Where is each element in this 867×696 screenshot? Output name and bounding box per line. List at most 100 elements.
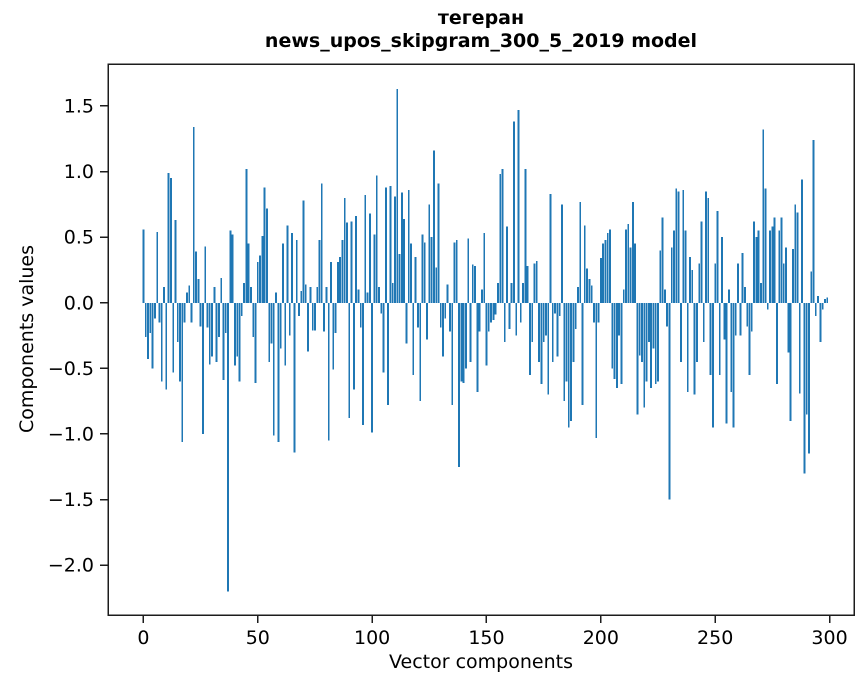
bar	[693, 302, 696, 395]
bar	[352, 302, 355, 390]
bar	[151, 302, 154, 369]
bar	[657, 302, 659, 382]
bar	[309, 287, 312, 303]
bar	[423, 242, 426, 303]
bar	[428, 204, 431, 303]
bar	[256, 262, 259, 303]
bar	[666, 302, 669, 327]
bar	[250, 287, 252, 303]
bar	[218, 302, 220, 337]
bar	[204, 246, 207, 303]
bar	[455, 239, 458, 303]
bar	[238, 302, 241, 382]
bar	[567, 302, 570, 428]
bar	[414, 256, 417, 303]
bar	[316, 287, 319, 303]
bar	[334, 302, 337, 333]
bar	[197, 279, 200, 303]
bar	[325, 287, 328, 303]
bar	[474, 266, 476, 303]
bar	[615, 302, 618, 389]
x-tick-label: 250	[697, 627, 733, 649]
bar	[330, 262, 332, 303]
bar	[201, 302, 204, 434]
bar	[636, 302, 639, 415]
bar	[629, 247, 632, 303]
bar	[620, 302, 623, 385]
bar	[471, 264, 474, 303]
bar	[270, 302, 273, 344]
y-axis-label: Components values	[16, 244, 38, 434]
bar	[746, 302, 749, 327]
bar	[375, 175, 378, 303]
bar	[812, 140, 815, 303]
bar	[435, 267, 438, 303]
bar	[348, 302, 351, 419]
bar	[339, 256, 342, 303]
bar	[183, 302, 186, 323]
x-tick-labels: 0 50 100 150 200 250 300	[137, 627, 847, 649]
bar	[771, 226, 774, 303]
bar	[382, 302, 385, 373]
x-tick-label: 50	[246, 627, 270, 649]
bar	[769, 230, 771, 303]
bar	[412, 302, 415, 375]
bar	[753, 221, 755, 303]
bar	[192, 126, 195, 303]
bar	[359, 302, 362, 328]
bar	[611, 302, 614, 369]
bar	[346, 222, 348, 303]
bar	[410, 243, 412, 303]
bar	[483, 233, 486, 303]
bar	[252, 302, 255, 337]
bar	[357, 289, 360, 303]
bar	[782, 263, 785, 303]
bar	[554, 302, 557, 314]
bar	[307, 302, 310, 352]
bar	[421, 234, 424, 303]
bar	[300, 290, 303, 303]
bar	[144, 302, 147, 337]
bar	[176, 302, 179, 343]
bar	[613, 302, 616, 379]
bar	[737, 263, 739, 303]
bar	[643, 302, 646, 408]
bar	[588, 279, 591, 303]
bar	[801, 179, 803, 303]
y-tick-label: 0.0	[64, 292, 94, 314]
bar	[625, 229, 627, 303]
bar	[384, 187, 387, 303]
bar	[172, 302, 175, 373]
bar	[785, 247, 787, 303]
bar	[776, 302, 778, 385]
bar	[577, 287, 579, 303]
bar	[272, 302, 275, 436]
bar	[391, 283, 394, 303]
bar	[698, 263, 701, 303]
bar	[224, 302, 227, 333]
bar	[405, 302, 408, 344]
bar	[824, 298, 826, 303]
bar	[350, 221, 353, 303]
bar	[794, 204, 797, 303]
bars	[142, 88, 829, 592]
bar	[497, 283, 499, 303]
bar	[659, 250, 662, 303]
bar	[556, 302, 559, 357]
bar	[602, 243, 605, 303]
x-tick-label: 150	[468, 627, 504, 649]
bar	[670, 247, 673, 303]
bar	[234, 302, 236, 366]
bar	[448, 302, 451, 332]
bar	[595, 302, 598, 438]
bar	[295, 239, 298, 303]
bar	[638, 302, 641, 356]
bar	[814, 302, 817, 316]
bar	[160, 302, 163, 382]
bar	[522, 283, 524, 303]
bar	[796, 212, 799, 303]
bar	[684, 230, 687, 303]
bar	[453, 242, 456, 303]
bar	[439, 302, 442, 328]
